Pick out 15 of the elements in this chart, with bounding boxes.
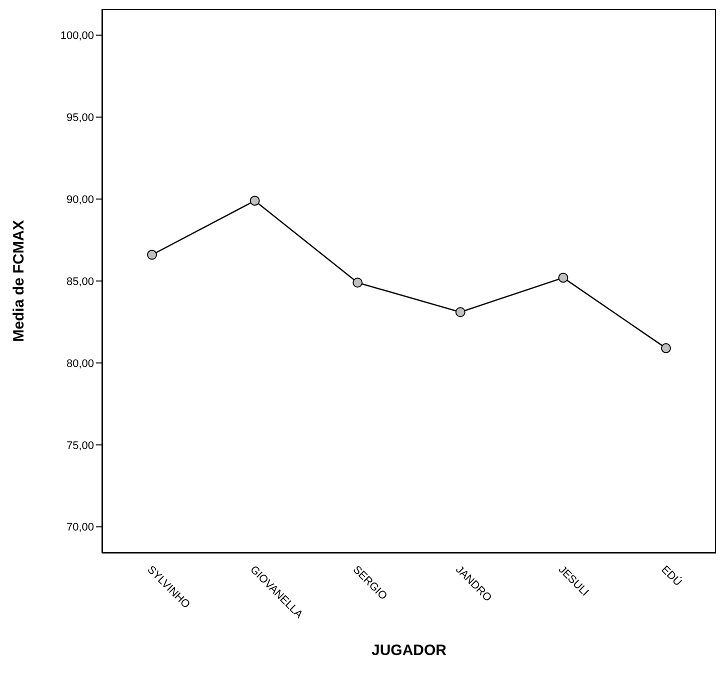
y-tick-label: 75,00: [66, 440, 94, 452]
y-tick-label: 85,00: [66, 276, 94, 288]
y-tick-label: 80,00: [66, 358, 94, 370]
point: [661, 343, 671, 354]
x-axis-title: JUGADOR: [371, 642, 447, 659]
point: [558, 272, 568, 283]
point: [250, 196, 260, 206]
y-axis-title: Media de FCMAX: [10, 220, 28, 342]
point: [147, 250, 157, 260]
y-tick-label: 95,00: [66, 112, 94, 124]
y-tick-label: 70,00: [66, 522, 94, 534]
point: [455, 307, 466, 318]
y-tick-label: 90,00: [66, 194, 94, 206]
y-tick-label: 100,00: [60, 30, 94, 42]
point: [352, 278, 363, 288]
